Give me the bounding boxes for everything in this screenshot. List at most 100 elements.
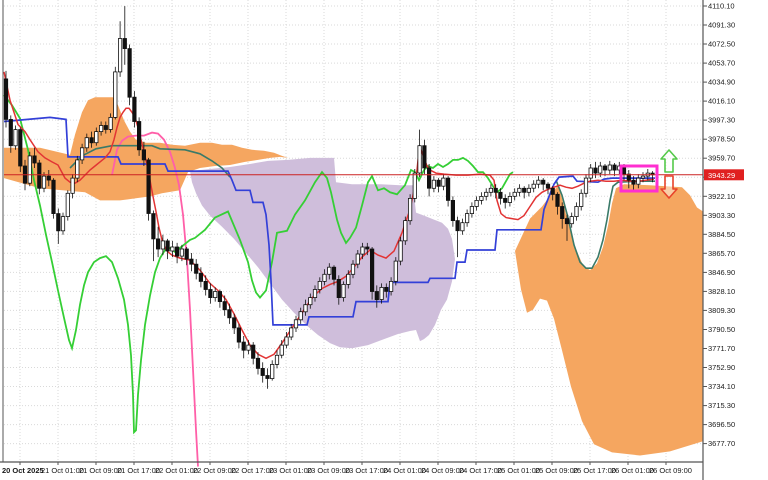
- candle-body-up: [60, 216, 66, 232]
- candle-body-down: [8, 119, 13, 147]
- price-tick-label: 4091.30: [708, 21, 735, 30]
- candle-body-up: [94, 131, 99, 144]
- candle-body-down: [18, 129, 23, 167]
- candle-body-down: [612, 164, 617, 171]
- candle-body-up: [41, 175, 47, 189]
- candle-body-down: [550, 187, 555, 195]
- time-tick-label: 25 Oct 17:00: [573, 466, 616, 475]
- price-tick-label: 3846.90: [708, 268, 735, 277]
- candle-body-up: [588, 167, 593, 179]
- price-tick-label: 4110.10: [708, 2, 735, 11]
- candle-body-up: [431, 179, 437, 189]
- time-tick-label: 21 Oct 17:00: [117, 466, 160, 475]
- candle-body-down: [194, 263, 199, 274]
- candle-body-up: [70, 177, 75, 194]
- candle-body-up: [484, 191, 489, 197]
- price-tick-label: 3790.50: [708, 325, 735, 334]
- price-tick-label: 3771.70: [708, 344, 735, 353]
- price-tick-label: 3677.70: [708, 439, 735, 448]
- candle-body-down: [631, 179, 636, 185]
- candle-body-up: [479, 195, 484, 201]
- candle-body-up: [512, 191, 517, 197]
- candle-body-up: [298, 311, 303, 321]
- time-tick-label: 24 Oct 01:00: [383, 466, 426, 475]
- candle-body-up: [412, 172, 417, 199]
- candle-body-down: [203, 280, 208, 290]
- candle-body-up: [279, 344, 284, 356]
- candle-body-up: [574, 206, 579, 218]
- time-tick-label: 21 Oct 09:00: [79, 466, 122, 475]
- price-tick-label: 3959.70: [708, 154, 735, 163]
- price-tick-label: 3997.30: [708, 116, 735, 125]
- candle-body-up: [170, 246, 175, 252]
- candle-body-down: [445, 177, 451, 201]
- candle-body-up: [65, 192, 70, 218]
- candle-body-down: [227, 309, 232, 319]
- candle-body-up: [607, 164, 612, 171]
- candle-body-up: [322, 273, 327, 282]
- candle-body-down: [384, 286, 389, 292]
- candle-body-down: [593, 167, 598, 174]
- candle-body-up: [417, 145, 422, 174]
- time-tick-label: 22 Oct 01:00: [155, 466, 198, 475]
- candle-body-up: [388, 280, 394, 292]
- candle-body-up: [308, 297, 313, 306]
- candle-body-up: [246, 344, 251, 351]
- candle-body-down: [208, 289, 213, 299]
- candle-body-down: [174, 246, 180, 257]
- candle-body-down: [255, 357, 261, 369]
- time-tick-label: 22 Oct 09:00: [193, 466, 236, 475]
- candlesticks: [3, 6, 655, 389]
- price-tick-label: 4034.90: [708, 78, 735, 87]
- candle-body-up: [464, 213, 470, 224]
- candle-body-up: [99, 125, 104, 132]
- candle-body-up: [507, 195, 513, 203]
- candle-body-down: [165, 240, 170, 252]
- candle-body-up: [526, 187, 532, 193]
- candle-body-up: [289, 327, 294, 338]
- price-tick-label: 4072.50: [708, 40, 735, 49]
- candle-body-up: [27, 155, 32, 184]
- candle-body-up: [469, 206, 475, 214]
- candle-body-up: [270, 363, 275, 379]
- candle-body-down: [89, 137, 94, 144]
- candle-body-down: [336, 278, 341, 298]
- candle-body-down: [426, 167, 432, 189]
- candle-body-up: [569, 216, 574, 225]
- candle-body-up: [118, 38, 123, 73]
- candle-body-up: [108, 117, 113, 130]
- candle-body-down: [564, 218, 570, 225]
- candle-body-down: [260, 367, 265, 376]
- senkou-a-line: [69, 144, 655, 270]
- candle-body-up: [640, 175, 646, 179]
- candle-body-up: [488, 187, 494, 193]
- candle-body-down: [141, 149, 146, 161]
- price-tick-label: 3828.10: [708, 287, 735, 296]
- candle-body-up: [293, 319, 299, 329]
- time-tick-label: 24 Oct 17:00: [459, 466, 502, 475]
- candle-body-down: [151, 213, 156, 240]
- candle-body-down: [331, 266, 337, 280]
- candle-body-up: [636, 177, 641, 185]
- candle-body-down: [541, 179, 546, 185]
- candle-body-down: [3, 78, 9, 120]
- candle-body-up: [350, 263, 356, 275]
- time-tick-label: 20 Oct 2025: [2, 466, 44, 475]
- candle-body-up: [474, 199, 479, 207]
- candle-body-down: [455, 220, 460, 232]
- candle-body-up: [284, 336, 289, 346]
- candle-body-down: [222, 301, 227, 311]
- time-tick-label: 26 Oct 01:00: [611, 466, 654, 475]
- candle-body-up: [341, 283, 346, 298]
- current-price-label: 3943.29: [708, 171, 735, 180]
- kijun-line: [3, 116, 655, 326]
- candle-body-up: [312, 289, 318, 299]
- time-tick-label: 25 Oct 09:00: [535, 466, 578, 475]
- candle-body-down: [522, 187, 527, 193]
- candle-body-down: [132, 96, 137, 122]
- candle-body-down: [365, 246, 370, 250]
- candle-body-up: [583, 177, 589, 194]
- time-tick-label: 24 Oct 09:00: [421, 466, 464, 475]
